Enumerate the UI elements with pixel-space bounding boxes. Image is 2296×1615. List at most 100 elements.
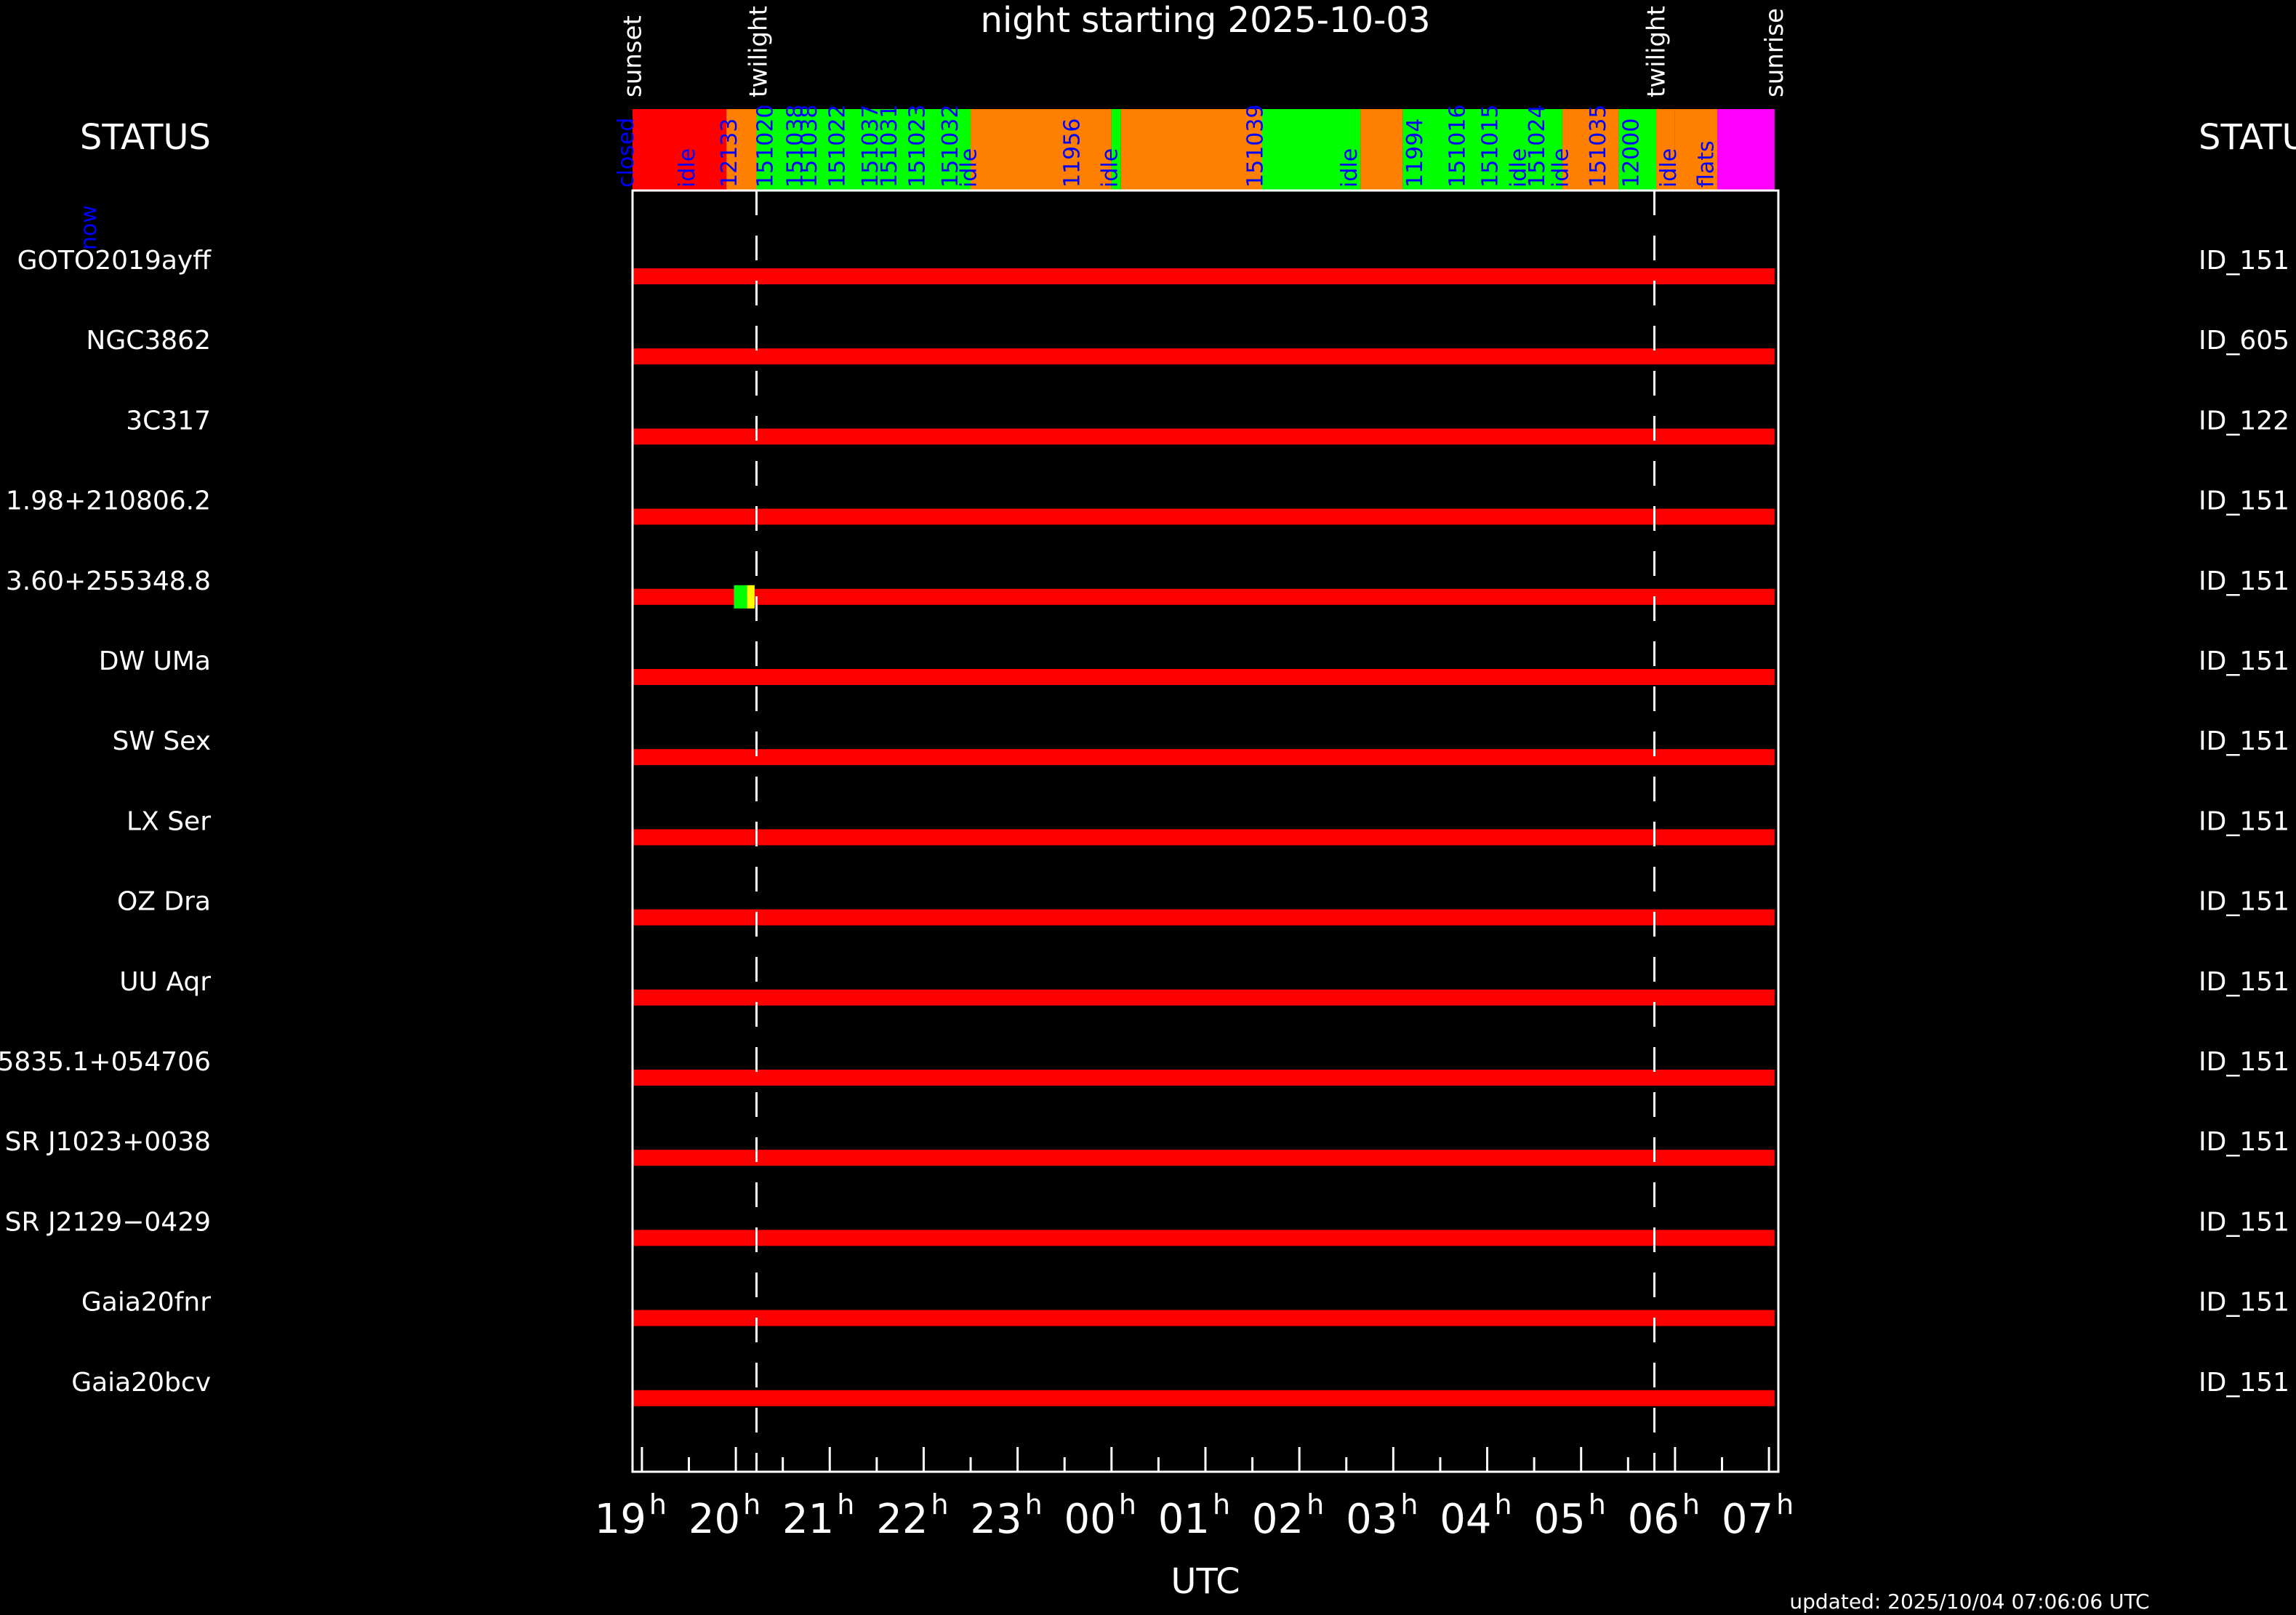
status-label: 11994 bbox=[1402, 119, 1428, 188]
x-tick-suffix: h bbox=[1589, 1488, 1606, 1520]
chart-title: night starting 2025-10-03 bbox=[981, 0, 1431, 41]
target-name: 3.60+255348.8 bbox=[6, 566, 211, 596]
event-labels: sunset twilight twilight sunrise bbox=[618, 6, 1789, 97]
status-label: 151023 bbox=[905, 104, 931, 188]
x-tick-suffix: h bbox=[1776, 1488, 1794, 1520]
status-label: idle bbox=[957, 148, 982, 188]
status-segment-closed bbox=[693, 109, 727, 191]
status-label: idle bbox=[1548, 148, 1573, 188]
target-row: Gaia20fnr ID_151 bbox=[81, 1288, 2289, 1326]
observation-marks bbox=[734, 585, 755, 609]
target-name: GOTO2019ayff bbox=[17, 246, 212, 276]
observation-mark bbox=[747, 585, 755, 609]
x-tick-label: 04 bbox=[1440, 1496, 1491, 1543]
target-row: SR J1023+0038 ID_151 bbox=[5, 1127, 2289, 1166]
status-segment-observing bbox=[1360, 109, 1403, 191]
status-label: 12133 bbox=[717, 119, 742, 188]
target-row: OZ Dra ID_151 bbox=[117, 887, 2289, 926]
target-name: 1.98+210806.2 bbox=[6, 486, 211, 516]
x-tick-label: 05 bbox=[1533, 1496, 1585, 1543]
event-label-sunrise: sunrise bbox=[1760, 8, 1789, 97]
target-name: OZ Dra bbox=[117, 887, 211, 917]
target-name: SW Sex bbox=[112, 726, 211, 756]
status-segment-idle bbox=[1261, 109, 1361, 191]
target-id: ID_151 bbox=[2199, 1207, 2289, 1237]
target-row: GOTO2019ayff ID_151 bbox=[17, 246, 2289, 284]
twilight-lines bbox=[755, 191, 1655, 1472]
target-visibility-bar bbox=[633, 1310, 1775, 1326]
target-id: ID_151 bbox=[2199, 566, 2289, 596]
x-axis-label: UTC bbox=[1171, 1561, 1240, 1602]
status-label: 151038 bbox=[783, 104, 808, 188]
status-segment-idle bbox=[1111, 109, 1121, 191]
target-visibility-bar bbox=[633, 829, 1775, 846]
target-id: ID_151 bbox=[2199, 1047, 2289, 1077]
x-tick-label: 19 bbox=[595, 1496, 646, 1543]
status-label: 151020 bbox=[752, 104, 778, 188]
target-name: Gaia20bcv bbox=[71, 1368, 211, 1398]
target-id: ID_151 bbox=[2199, 646, 2289, 676]
status-segment-idle bbox=[1618, 109, 1657, 191]
target-visibility-bar bbox=[633, 1230, 1775, 1246]
status-label: flats bbox=[1694, 140, 1719, 188]
target-visibility-bar bbox=[633, 989, 1775, 1006]
target-row: SW Sex ID_151 bbox=[112, 726, 2289, 766]
target-id: ID_151 bbox=[2199, 246, 2289, 276]
target-row: LX Ser ID_151 bbox=[127, 806, 2289, 846]
target-row: 3C317 ID_122 bbox=[126, 406, 2289, 445]
target-visibility-bar bbox=[633, 749, 1775, 766]
x-tick-suffix: h bbox=[1213, 1488, 1230, 1520]
target-rows: GOTO2019ayff ID_151 NGC3862 ID_605 3C317 ID_1… bbox=[0, 246, 2289, 1406]
target-visibility-bar bbox=[633, 669, 1775, 685]
event-label-sunset: sunset bbox=[618, 15, 647, 97]
x-tick-suffix: h bbox=[1025, 1488, 1043, 1520]
x-tick-suffix: h bbox=[1495, 1488, 1512, 1520]
target-id: ID_151 bbox=[2199, 806, 2289, 836]
x-tick-label: 06 bbox=[1628, 1496, 1679, 1543]
target-name: DW UMa bbox=[99, 646, 211, 676]
target-row: Gaia20bcv ID_151 bbox=[71, 1368, 2289, 1406]
now-label: now bbox=[76, 205, 102, 250]
target-row: 3.60+255348.8 ID_151 bbox=[6, 566, 2289, 605]
status-label: idle bbox=[1656, 148, 1682, 188]
x-tick-suffix: h bbox=[1400, 1488, 1418, 1520]
target-id: ID_122 bbox=[2199, 406, 2289, 436]
status-label: 151032 bbox=[938, 104, 963, 188]
status-labels: closed idle 12133 151020 11956 idle 151039 idle… bbox=[614, 104, 1719, 188]
target-visibility-bar bbox=[633, 508, 1775, 525]
x-tick-label: 22 bbox=[876, 1496, 928, 1543]
status-label: 151024 bbox=[1525, 104, 1550, 188]
x-tick-suffix: h bbox=[837, 1488, 854, 1520]
status-label: 151037 bbox=[858, 104, 883, 188]
x-tick-label: 01 bbox=[1158, 1496, 1210, 1543]
status-label: 151038 bbox=[797, 104, 822, 188]
target-id: ID_151 bbox=[2199, 1288, 2289, 1318]
target-name: UU Aqr bbox=[119, 967, 211, 997]
x-tick-suffix: h bbox=[743, 1488, 760, 1520]
status-label-left: STATUS bbox=[80, 117, 211, 158]
target-row: 1.98+210806.2 ID_151 bbox=[6, 486, 2289, 525]
target-visibility-bar bbox=[633, 909, 1775, 926]
target-row: UU Aqr ID_151 bbox=[119, 967, 2289, 1006]
x-tick-label: 23 bbox=[970, 1496, 1021, 1543]
target-id: ID_151 bbox=[2199, 486, 2289, 516]
status-label: 151022 bbox=[825, 104, 851, 188]
target-id: ID_151 bbox=[2199, 887, 2289, 917]
status-label: 151031 bbox=[877, 104, 902, 188]
status-segment-observing bbox=[1562, 109, 1619, 191]
status-label: 151035 bbox=[1586, 104, 1611, 188]
x-tick-suffix: h bbox=[649, 1488, 667, 1520]
target-name: 5835.1+054706 bbox=[0, 1047, 211, 1077]
status-segment-observing bbox=[726, 109, 757, 191]
status-label: 12000 bbox=[1618, 119, 1644, 188]
status-segment-closed bbox=[633, 109, 694, 191]
target-visibility-bar bbox=[633, 588, 1775, 605]
x-tick-suffix: h bbox=[1682, 1488, 1700, 1520]
target-name: SR J1023+0038 bbox=[5, 1127, 211, 1157]
x-tick-label: 20 bbox=[689, 1496, 740, 1543]
status-segment-flats bbox=[1717, 109, 1775, 191]
x-tick-label: 00 bbox=[1064, 1496, 1116, 1543]
status-label: idle bbox=[675, 148, 700, 188]
